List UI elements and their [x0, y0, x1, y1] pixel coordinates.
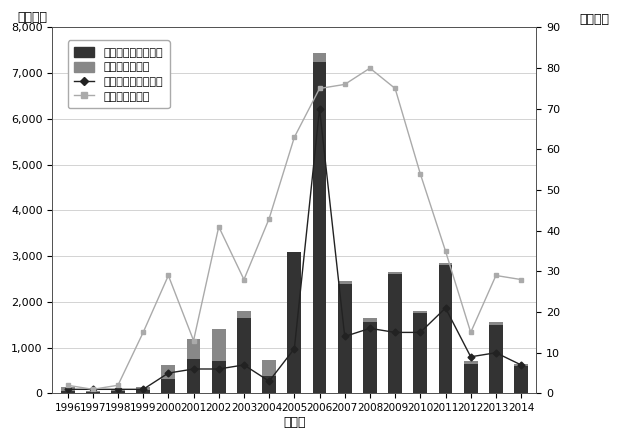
Bar	[464, 361, 477, 364]
件数（非公開化型）	[215, 367, 223, 372]
Line: 件数（非公開化型）: 件数（非公開化型）	[65, 106, 523, 392]
件数（その他）	[366, 66, 374, 71]
Bar	[363, 323, 377, 393]
件数（非公開化型）	[417, 330, 424, 335]
Bar	[86, 391, 100, 392]
Bar	[464, 364, 477, 393]
件数（その他）	[64, 383, 71, 388]
件数（非公開化型）	[341, 334, 348, 339]
Bar	[489, 325, 503, 393]
件数（非公開化型）	[265, 378, 273, 384]
Bar	[111, 391, 125, 393]
件数（非公開化型）	[190, 367, 197, 372]
Bar	[489, 323, 503, 325]
Bar	[514, 364, 528, 366]
Bar	[187, 359, 200, 393]
件数（その他）	[391, 86, 399, 91]
件数（非公開化型）	[291, 346, 298, 351]
Bar	[237, 318, 251, 393]
件数（その他）	[417, 171, 424, 176]
件数（非公開化型）	[165, 370, 172, 376]
Bar	[61, 386, 74, 391]
件数（非公開化型）	[492, 350, 500, 356]
件数（その他）	[341, 82, 348, 87]
件数（非公開化型）	[391, 330, 399, 335]
Bar	[288, 252, 301, 393]
Bar	[414, 313, 427, 393]
件数（その他）	[492, 273, 500, 278]
Bar	[187, 338, 200, 359]
Bar	[438, 263, 453, 265]
件数（その他）	[190, 338, 197, 343]
件数（その他）	[467, 330, 474, 335]
Bar	[514, 366, 528, 393]
件数（非公開化型）	[64, 387, 71, 392]
Line: 件数（その他）: 件数（その他）	[65, 66, 523, 392]
Bar	[212, 330, 226, 361]
Bar	[388, 272, 402, 275]
件数（その他）	[140, 330, 147, 335]
件数（その他）	[240, 277, 247, 282]
件数（その他）	[291, 135, 298, 140]
件数（非公開化型）	[442, 305, 450, 311]
Bar	[312, 62, 327, 393]
Text: （億円）: （億円）	[17, 11, 48, 24]
Bar	[136, 388, 150, 390]
Bar	[111, 389, 125, 391]
件数（非公開化型）	[316, 106, 323, 111]
件数（非公開化型）	[140, 387, 147, 392]
件数（その他）	[265, 216, 273, 221]
Bar	[262, 360, 276, 376]
X-axis label: （年）: （年）	[283, 416, 306, 429]
件数（その他）	[442, 249, 450, 254]
Bar	[262, 376, 276, 393]
件数（その他）	[114, 383, 122, 388]
Bar	[312, 53, 327, 62]
件数（非公開化型）	[114, 387, 122, 392]
Y-axis label: （件数）: （件数）	[579, 13, 609, 26]
Legend: 金額（非公開化型）, 金額（その他）, 件数（非公開化型）, 件数（その他）: 金額（非公開化型）, 金額（その他）, 件数（非公開化型）, 件数（その他）	[68, 40, 169, 109]
Bar	[414, 311, 427, 313]
Bar	[363, 318, 377, 323]
Bar	[338, 281, 352, 284]
Bar	[86, 392, 100, 393]
Bar	[136, 390, 150, 393]
Bar	[438, 265, 453, 393]
Bar	[338, 284, 352, 393]
Bar	[212, 361, 226, 393]
件数（その他）	[215, 224, 223, 229]
Bar	[161, 365, 175, 379]
件数（非公開化型）	[366, 326, 374, 331]
Bar	[161, 379, 175, 393]
件数（その他）	[165, 273, 172, 278]
件数（非公開化型）	[467, 354, 474, 359]
件数（非公開化型）	[240, 362, 247, 367]
件数（非公開化型）	[518, 362, 525, 367]
件数（その他）	[518, 277, 525, 282]
件数（その他）	[89, 387, 97, 392]
Bar	[388, 275, 402, 393]
件数（その他）	[316, 86, 323, 91]
件数（非公開化型）	[89, 387, 97, 392]
Bar	[237, 311, 251, 318]
Bar	[61, 391, 74, 393]
